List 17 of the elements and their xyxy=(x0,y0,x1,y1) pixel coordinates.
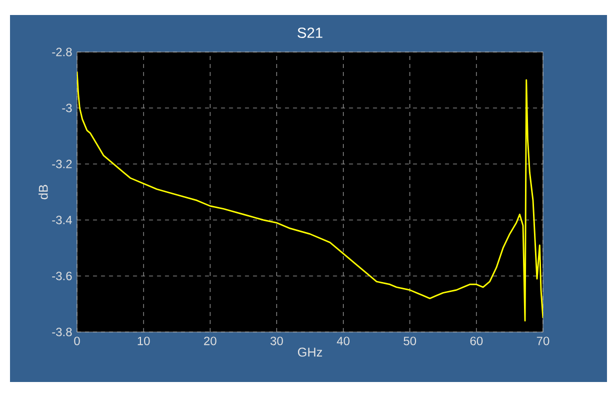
y-tick-label: -3 xyxy=(62,104,72,112)
x-axis-title: GHz xyxy=(298,348,322,357)
x-tick-label: 60 xyxy=(470,336,483,346)
x-tick-label: 20 xyxy=(204,336,216,346)
y-tick-label: -3.2 xyxy=(52,160,72,168)
x-tick-label: 10 xyxy=(138,336,150,346)
x-tick-label: 70 xyxy=(536,336,550,346)
x-tick-label: 40 xyxy=(336,336,350,346)
x-tick-label: 30 xyxy=(270,336,283,346)
x-tick-label: 0 xyxy=(74,336,80,346)
y-tick-label: -3.4 xyxy=(52,216,72,224)
y-axis-title: dB xyxy=(38,184,48,200)
x-tick-label: 50 xyxy=(404,336,416,346)
y-tick-label: -3.8 xyxy=(52,328,72,336)
chart-title: S21 xyxy=(298,28,322,38)
y-tick-label: -3.6 xyxy=(52,272,72,280)
y-tick-label: -2.8 xyxy=(52,48,72,56)
